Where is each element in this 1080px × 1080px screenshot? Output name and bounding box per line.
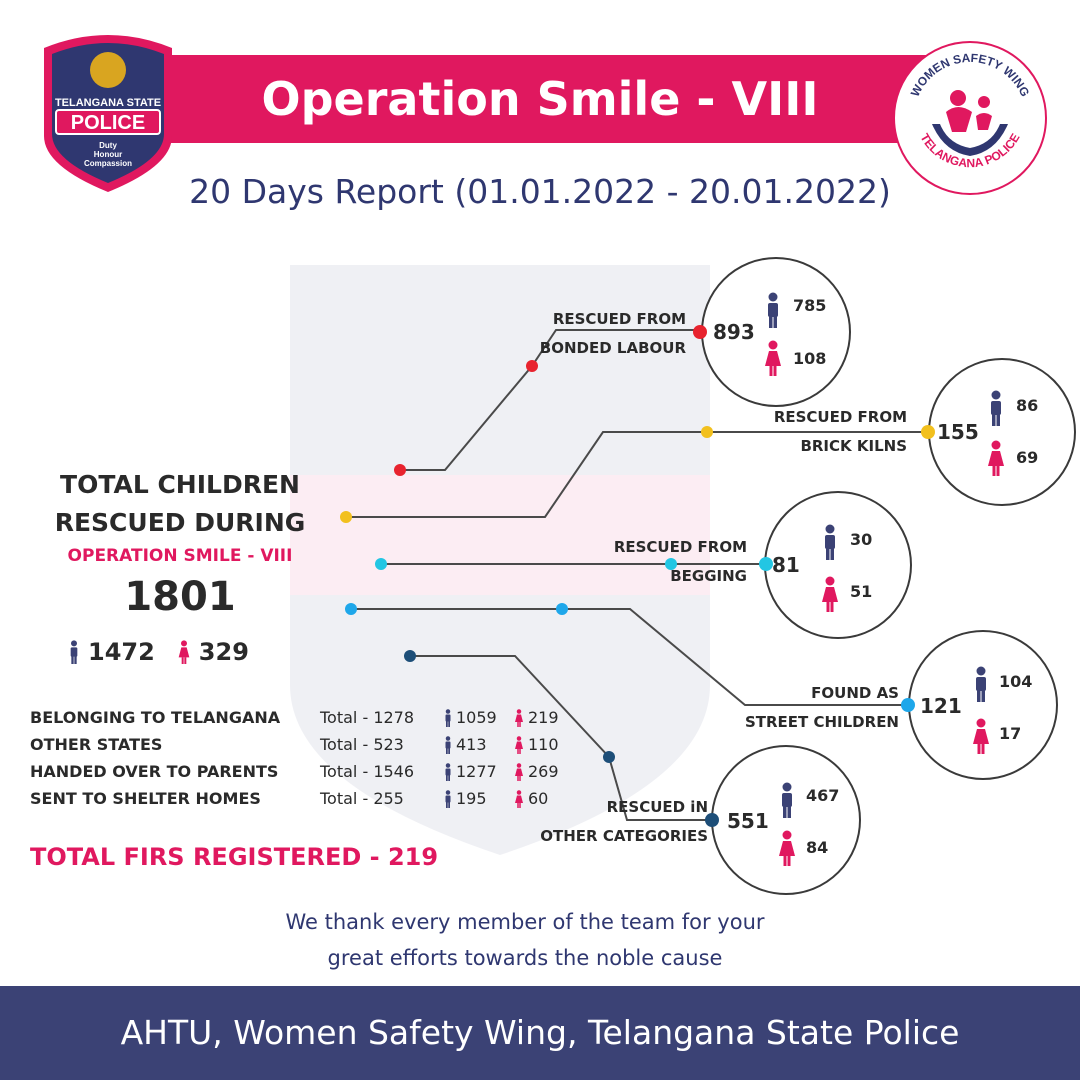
svg-text:Honour: Honour <box>94 150 122 159</box>
police-logo-line2: POLICE <box>71 112 145 134</box>
thank-you-message: We thank every member of the team for yo… <box>285 910 765 970</box>
total-brick-kilns: 155 <box>937 420 979 444</box>
male-icon <box>445 735 451 754</box>
male-icon <box>445 762 451 781</box>
boys-begging: 30 <box>850 530 873 549</box>
total-girls: 329 <box>198 638 249 666</box>
boys-other-categories: 467 <box>806 786 840 805</box>
footer-text: AHTU, Women Safety Wing, Telangana State… <box>120 1013 960 1052</box>
node-dot <box>345 603 357 615</box>
total-boys: 1472 <box>88 638 155 666</box>
female-icon <box>515 735 523 754</box>
female-icon <box>515 708 523 727</box>
page-title: Operation Smile - VIII <box>261 72 819 126</box>
boys-bonded-labour: 785 <box>793 296 827 315</box>
total-other-categories: 551 <box>727 809 769 833</box>
total-gender-split: 1472 329 <box>68 636 261 668</box>
node-dot <box>901 698 915 712</box>
male-icon <box>445 708 451 727</box>
total-firs: TOTAL FIRS REGISTERED - 219 <box>30 843 439 871</box>
operation-name: OPERATION SMILE - VIII <box>67 546 293 566</box>
total-street-children: 121 <box>920 694 962 718</box>
label-other-categories: RESCUED iN OTHER CATEGORIES <box>540 798 708 845</box>
node-dot <box>701 426 713 438</box>
total-bonded-labour: 893 <box>713 320 755 344</box>
police-logo-line1: TELANGANA STATE <box>55 97 161 109</box>
watermark-shield-icon <box>290 265 710 855</box>
label-brick-kilns: RESCUED FROM BRICK KILNS <box>773 408 907 455</box>
table-row: SENT TO SHELTER HOMES Total - 255 195 60 <box>30 789 549 808</box>
node-dot <box>921 425 935 439</box>
male-icon <box>445 789 451 808</box>
girls-other-categories: 84 <box>806 838 829 857</box>
connector-brick-kilns <box>346 431 928 518</box>
female-icon <box>515 789 523 808</box>
svg-text:Compassion: Compassion <box>84 159 132 168</box>
table-row: HANDED OVER TO PARENTS Total - 1546 1277… <box>30 762 559 781</box>
girls-brick-kilns: 69 <box>1016 448 1039 467</box>
girls-bonded-labour: 108 <box>793 349 827 368</box>
label-bonded-labour: RESCUED FROM BONDED LABOUR <box>539 310 686 357</box>
title-banner <box>150 55 930 143</box>
svg-text:Duty: Duty <box>99 141 117 150</box>
label-street-children: FOUND AS STREET CHILDREN <box>744 684 899 731</box>
boys-street-children: 104 <box>999 672 1033 691</box>
girls-street-children: 17 <box>999 724 1022 743</box>
node-dot <box>705 813 719 827</box>
label-begging: RESCUED FROM BEGGING <box>613 538 747 585</box>
boys-brick-kilns: 86 <box>1016 396 1039 415</box>
table-row: BELONGING TO TELANGANA Total - 1278 1059… <box>30 708 559 727</box>
node-dot <box>603 751 615 763</box>
male-icon <box>70 640 78 664</box>
node-dot <box>693 325 707 339</box>
total-children-count: 1801 <box>124 574 236 620</box>
node-dot <box>665 558 677 570</box>
female-icon <box>515 762 523 781</box>
footer-bar <box>0 986 1080 1080</box>
node-dot <box>404 650 416 662</box>
node-dot <box>556 603 568 615</box>
police-badge-logo: TELANGANA STATE POLICE Duty Honour Compa… <box>44 35 172 192</box>
node-dot <box>759 557 773 571</box>
female-icon <box>178 640 190 664</box>
node-dot <box>340 511 352 523</box>
women-safety-wing-logo: WOMEN SAFETY WING TELANGANA POLICE <box>893 41 1047 195</box>
stats-table: BELONGING TO TELANGANA Total - 1278 1059… <box>30 704 584 812</box>
node-dot <box>394 464 406 476</box>
total-children-heading: TOTAL CHILDREN RESCUED DURING <box>54 470 306 537</box>
node-dot <box>526 360 538 372</box>
girls-begging: 51 <box>850 582 873 601</box>
connector-street-children <box>351 608 908 706</box>
table-row: OTHER STATES Total - 523 413 110 <box>30 735 559 754</box>
total-begging: 81 <box>772 553 800 577</box>
report-subtitle: 20 Days Report (01.01.2022 - 20.01.2022) <box>189 172 891 211</box>
node-dot <box>375 558 387 570</box>
